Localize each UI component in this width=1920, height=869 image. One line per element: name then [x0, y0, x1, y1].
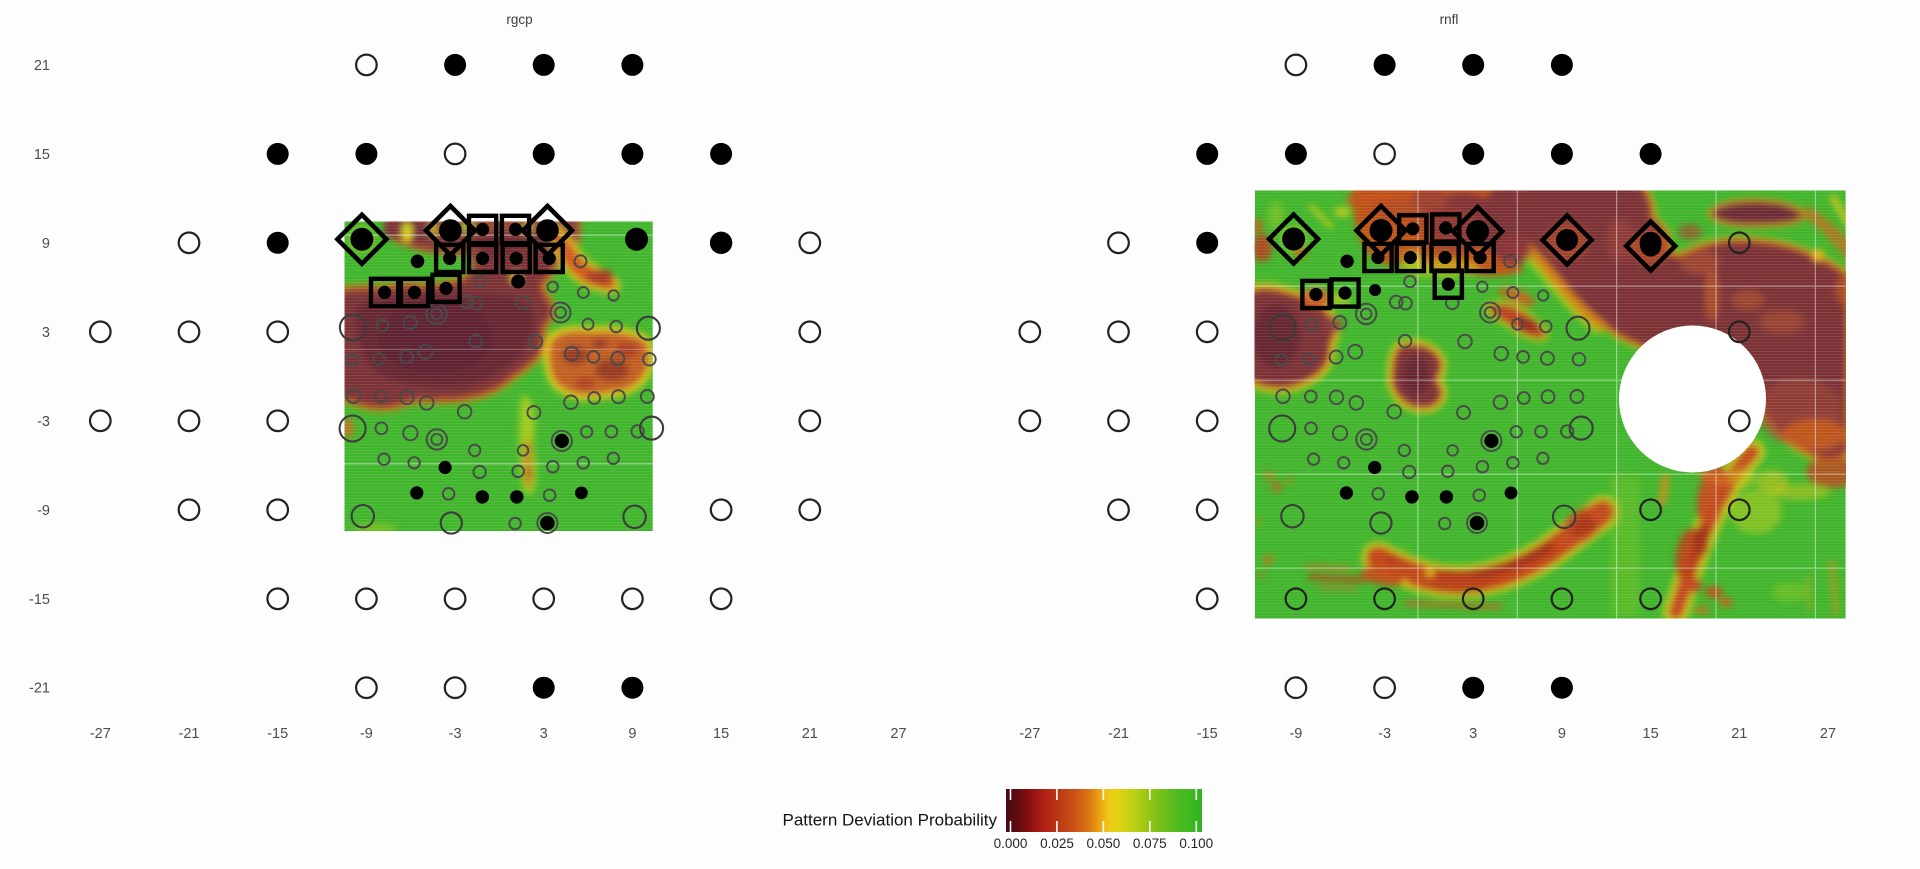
svg-text:-9: -9	[1289, 726, 1302, 742]
svg-text:3: 3	[540, 726, 548, 742]
svg-text:-9: -9	[37, 503, 50, 519]
svg-text:15: 15	[34, 147, 50, 163]
svg-text:15: 15	[1643, 726, 1659, 742]
svg-text:0.075: 0.075	[1133, 836, 1167, 851]
svg-text:-15: -15	[1197, 726, 1218, 742]
svg-text:rnfl: rnfl	[1440, 12, 1459, 27]
svg-text:21: 21	[1731, 726, 1747, 742]
svg-text:15: 15	[713, 726, 729, 742]
svg-text:0.100: 0.100	[1179, 836, 1213, 851]
svg-text:-27: -27	[1019, 726, 1040, 742]
svg-text:-3: -3	[449, 726, 462, 742]
svg-text:21: 21	[34, 58, 50, 74]
svg-text:-15: -15	[267, 726, 288, 742]
svg-text:0.050: 0.050	[1087, 836, 1121, 851]
svg-text:9: 9	[1558, 726, 1566, 742]
svg-text:21: 21	[802, 726, 818, 742]
svg-text:-27: -27	[90, 726, 111, 742]
svg-text:3: 3	[42, 325, 50, 341]
svg-text:9: 9	[42, 236, 50, 252]
svg-text:-15: -15	[29, 592, 50, 608]
svg-text:3: 3	[1469, 726, 1477, 742]
svg-text:-21: -21	[179, 726, 200, 742]
svg-text:27: 27	[1820, 726, 1836, 742]
svg-text:rgcp: rgcp	[506, 12, 532, 27]
svg-text:0.025: 0.025	[1040, 836, 1074, 851]
svg-text:9: 9	[628, 726, 636, 742]
svg-text:-9: -9	[360, 726, 373, 742]
svg-text:-3: -3	[37, 414, 50, 430]
svg-text:-21: -21	[1108, 726, 1129, 742]
svg-text:0.000: 0.000	[994, 836, 1028, 851]
svg-text:27: 27	[890, 726, 906, 742]
svg-text:-3: -3	[1378, 726, 1391, 742]
svg-text:-21: -21	[29, 681, 50, 697]
svg-text:Pattern Deviation Probability: Pattern Deviation Probability	[782, 811, 997, 830]
